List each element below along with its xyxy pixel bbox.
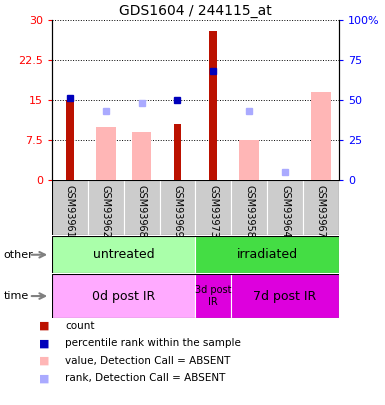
Text: 7d post IR: 7d post IR (253, 290, 316, 303)
Text: GSM93967: GSM93967 (316, 185, 326, 237)
Bar (66, 100, 74, 180)
Bar (231, 180, 267, 235)
Bar (195, 236, 339, 273)
Bar (195, 180, 231, 235)
Bar (195, 274, 231, 318)
Bar (303, 180, 339, 235)
Bar (132, 132, 151, 180)
Text: time: time (4, 291, 29, 301)
Bar (52, 180, 88, 235)
Bar (267, 180, 303, 235)
Bar (231, 274, 339, 318)
Text: GSM93968: GSM93968 (137, 185, 147, 237)
Bar (159, 180, 196, 235)
Text: GSM93964: GSM93964 (280, 185, 290, 237)
Bar (96, 127, 115, 180)
Bar (209, 31, 217, 180)
Text: other: other (4, 250, 33, 260)
Bar (124, 180, 159, 235)
Bar (174, 124, 181, 180)
Bar (311, 92, 331, 180)
Text: 3d post
IR: 3d post IR (195, 285, 231, 307)
Text: GSM93973: GSM93973 (208, 185, 218, 237)
Text: GSM93958: GSM93958 (244, 185, 254, 237)
Text: GSM93961: GSM93961 (65, 185, 75, 237)
Text: GSM93969: GSM93969 (172, 185, 182, 237)
Bar (52, 274, 195, 318)
Title: GDS1604 / 244115_at: GDS1604 / 244115_at (119, 4, 272, 18)
Text: irradiated: irradiated (236, 248, 298, 261)
Text: GSM93962: GSM93962 (101, 185, 111, 237)
Text: count: count (65, 321, 95, 331)
Text: value, Detection Call = ABSENT: value, Detection Call = ABSENT (65, 356, 231, 366)
Text: ■: ■ (38, 339, 49, 348)
Bar (88, 180, 124, 235)
Text: ■: ■ (38, 373, 49, 383)
Text: ■: ■ (38, 321, 49, 331)
Text: rank, Detection Call = ABSENT: rank, Detection Call = ABSENT (65, 373, 226, 383)
Bar (52, 236, 195, 273)
Text: percentile rank within the sample: percentile rank within the sample (65, 339, 241, 348)
Text: 0d post IR: 0d post IR (92, 290, 155, 303)
Text: untreated: untreated (93, 248, 154, 261)
Bar (239, 140, 259, 180)
Text: ■: ■ (38, 356, 49, 366)
